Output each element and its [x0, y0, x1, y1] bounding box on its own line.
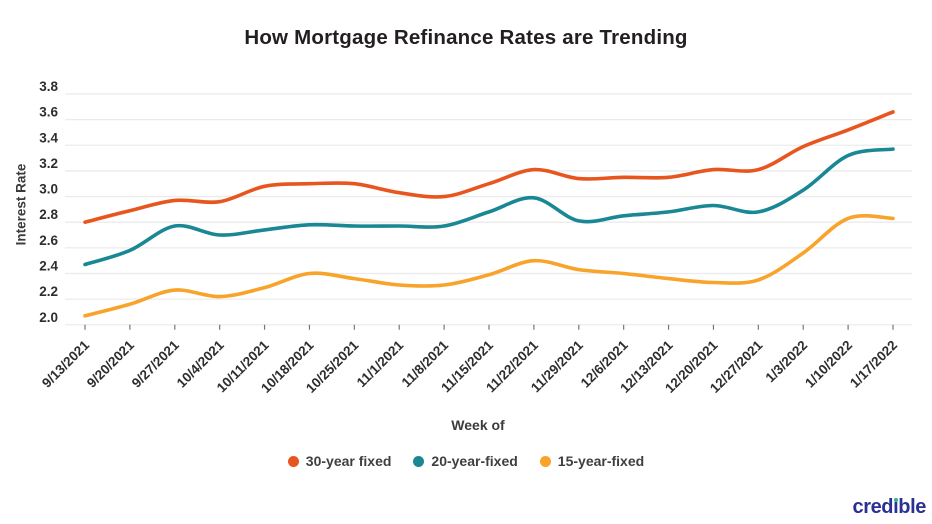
y-tick-label: 3.8	[39, 79, 58, 94]
y-axis-title: Interest Rate	[13, 163, 29, 246]
legend-item-15-year-fixed: 15-year-fixed	[539, 453, 645, 469]
y-tick-label: 2.2	[39, 284, 58, 299]
series-line-20-year-fixed	[83, 147, 895, 267]
credible-logo: credı ble	[852, 496, 926, 519]
legend-label: 30-year fixed	[305, 453, 392, 469]
series-line-15-year-fixed	[83, 214, 895, 318]
y-tick-label: 3.0	[39, 182, 58, 197]
y-tick-label: 2.0	[39, 310, 58, 325]
x-tick-label: 1/10/2022	[802, 338, 855, 391]
chart-title: How Mortgage Refinance Rates are Trendin…	[244, 26, 688, 49]
x-tick-label: 9/20/2021	[84, 337, 137, 390]
legend-dot-20-year-fixed	[413, 455, 425, 467]
x-tick-label: 11/1/2021	[354, 337, 407, 390]
legend-item-30-year-fixed: 30-year fixed	[287, 453, 392, 469]
x-tick-label: 9/13/2021	[39, 337, 92, 390]
logo-i-dot	[893, 497, 899, 502]
legend-label: 15-year-fixed	[557, 453, 645, 469]
series-line-30-year-fixed	[83, 110, 895, 224]
x-axis-title: Week of	[451, 417, 505, 433]
y-tick-label: 3.4	[39, 130, 58, 145]
x-tick-label: 9/27/2021	[129, 337, 182, 390]
y-tick-label: 3.6	[39, 105, 58, 120]
y-tick-label: 2.6	[39, 233, 58, 248]
y-tick-label: 2.8	[39, 207, 58, 222]
legend-label: 20-year-fixed	[431, 453, 518, 469]
x-tick-label: 1/17/2022	[847, 338, 900, 391]
legend-dot-15-year-fixed	[539, 455, 551, 467]
legend: 30-year fixed 20-year-fixed 15-year-fixed	[0, 453, 932, 469]
credible-logo-text: credı ble	[852, 496, 926, 518]
y-tick-label: 2.4	[39, 258, 58, 273]
legend-dot-30-year-fixed	[287, 455, 299, 467]
logo-letter-i: ı	[893, 496, 899, 518]
y-tick-label: 3.2	[39, 156, 58, 171]
legend-item-20-year-fixed: 20-year-fixed	[413, 453, 518, 469]
